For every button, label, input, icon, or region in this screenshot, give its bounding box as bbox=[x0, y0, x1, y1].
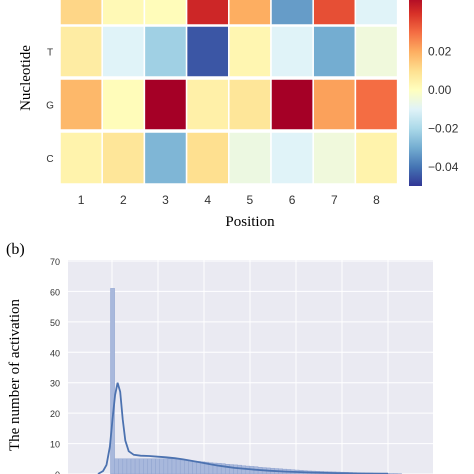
histogram-y-tick-label: 0 bbox=[55, 470, 60, 474]
histogram-bar bbox=[179, 459, 185, 474]
heatmap-x-tick-label: 7 bbox=[331, 193, 338, 207]
heatmap-cell bbox=[59, 131, 103, 185]
heatmap-y-tick-label: G bbox=[46, 101, 54, 112]
histogram-bar bbox=[163, 458, 169, 474]
colorbar-tick-label: −0.04 bbox=[428, 160, 459, 174]
histogram-bar bbox=[229, 464, 234, 474]
heatmap-cell bbox=[228, 25, 272, 78]
panel-b-label: (b) bbox=[6, 241, 25, 258]
kde-curve bbox=[97, 382, 389, 474]
histogram-bar bbox=[220, 463, 226, 474]
heatmap-cell bbox=[185, 131, 230, 185]
heatmap-x-tick-label: 6 bbox=[289, 193, 296, 207]
heatmap-x-tick-label: 5 bbox=[247, 193, 254, 207]
histogram-bar bbox=[196, 461, 201, 474]
heatmap-x-axis-label: Position bbox=[225, 214, 275, 230]
heatmap-cell bbox=[59, 25, 103, 78]
heatmap-x-tick-label: 2 bbox=[120, 193, 127, 207]
histogram-bar bbox=[241, 465, 247, 474]
heatmap-cell bbox=[270, 78, 314, 131]
heatmap-cell bbox=[228, 0, 272, 26]
heatmap-cell bbox=[185, 0, 230, 26]
histogram-y-tick-label: 10 bbox=[50, 440, 60, 450]
histogram-bar bbox=[184, 460, 189, 474]
heatmap-cell bbox=[270, 25, 314, 78]
heatmap-cell bbox=[143, 0, 188, 26]
histogram-bar bbox=[114, 458, 119, 474]
histogram-bar bbox=[126, 458, 132, 474]
heatmap-cell bbox=[354, 25, 399, 78]
colorbar-tick-label: 0.02 bbox=[428, 45, 452, 59]
heatmap-y-axis-label: Nucleotide bbox=[18, 45, 34, 111]
heatmap-x-tick-label: 3 bbox=[162, 193, 169, 207]
histogram-y-tick-label: 50 bbox=[50, 318, 60, 328]
histogram-bar bbox=[225, 464, 230, 474]
colorbar-tick-label: 0.00 bbox=[428, 83, 452, 97]
histogram-bar bbox=[138, 458, 144, 474]
histogram-y-axis-label: The number of activation bbox=[7, 298, 23, 451]
histogram-y-tick-label: 70 bbox=[50, 257, 60, 267]
histogram-y-tick-label: 20 bbox=[50, 409, 60, 419]
histogram-bar bbox=[192, 460, 197, 474]
histogram-bar bbox=[175, 458, 181, 474]
histogram-bar bbox=[167, 458, 173, 474]
heatmap-y-ticks: T G C bbox=[46, 48, 54, 166]
heatmap-cell bbox=[354, 131, 399, 185]
heatmap-cell bbox=[312, 78, 357, 131]
heatmap-cell bbox=[143, 131, 188, 185]
heatmap-cell bbox=[59, 78, 103, 131]
heatmap-x-tick-label: 8 bbox=[373, 193, 380, 207]
heatmap-cell bbox=[101, 78, 146, 131]
heatmap-cell bbox=[101, 0, 146, 26]
histogram-y-tick-label: 30 bbox=[50, 379, 60, 389]
heatmap-cell bbox=[59, 0, 103, 26]
colorbar-tick-label: −0.02 bbox=[428, 121, 459, 135]
heatmap-cell bbox=[312, 0, 357, 26]
histogram-bar bbox=[159, 458, 165, 474]
heatmap-cell bbox=[270, 0, 314, 26]
histogram-bar bbox=[147, 458, 152, 474]
histogram-bar bbox=[233, 464, 238, 474]
heatmap-cell bbox=[228, 131, 272, 185]
histogram-y-ticks: 0 10 20 30 40 50 60 70 bbox=[50, 257, 60, 474]
heatmap-cell bbox=[185, 78, 230, 131]
heatmap-y-tick-label: C bbox=[46, 154, 53, 165]
histogram-bar bbox=[118, 458, 124, 474]
heatmap-y-tick-label: T bbox=[47, 48, 53, 59]
colorbar-gradient bbox=[409, 0, 422, 186]
histogram-bar bbox=[134, 458, 140, 474]
heatmap-cell bbox=[143, 78, 188, 131]
heatmap-cell bbox=[312, 131, 357, 185]
colorbar: 0.02 0.00 −0.02 −0.04 bbox=[409, 0, 459, 186]
heatmap-cell bbox=[354, 78, 399, 131]
heatmap-x-tick-label: 1 bbox=[78, 193, 85, 207]
heatmap-cell bbox=[143, 25, 188, 78]
histogram-y-tick-label: 40 bbox=[50, 348, 60, 358]
heatmap-x-ticks: 1 2 3 4 5 6 7 8 bbox=[78, 193, 380, 207]
histogram-bar bbox=[151, 458, 156, 474]
heatmap-cell bbox=[312, 25, 357, 78]
histogram-y-tick-label: 60 bbox=[50, 287, 60, 297]
heatmap-cell bbox=[185, 25, 230, 78]
heatmap-x-tick-label: 4 bbox=[204, 193, 211, 207]
heatmap-cell bbox=[228, 78, 272, 131]
histogram-bar bbox=[130, 458, 136, 474]
heatmap-panel bbox=[59, 0, 399, 185]
heatmap-cell bbox=[101, 25, 146, 78]
histogram-bar bbox=[122, 458, 128, 474]
histogram-bar bbox=[143, 458, 148, 474]
histogram-bar bbox=[237, 464, 242, 474]
histogram-bar bbox=[171, 458, 177, 474]
histogram-bar bbox=[110, 288, 115, 474]
histogram-bar bbox=[188, 460, 193, 474]
histogram-bar bbox=[155, 458, 160, 474]
heatmap-cell bbox=[354, 0, 399, 26]
heatmap-cell bbox=[270, 131, 314, 185]
heatmap-cell bbox=[101, 131, 146, 185]
